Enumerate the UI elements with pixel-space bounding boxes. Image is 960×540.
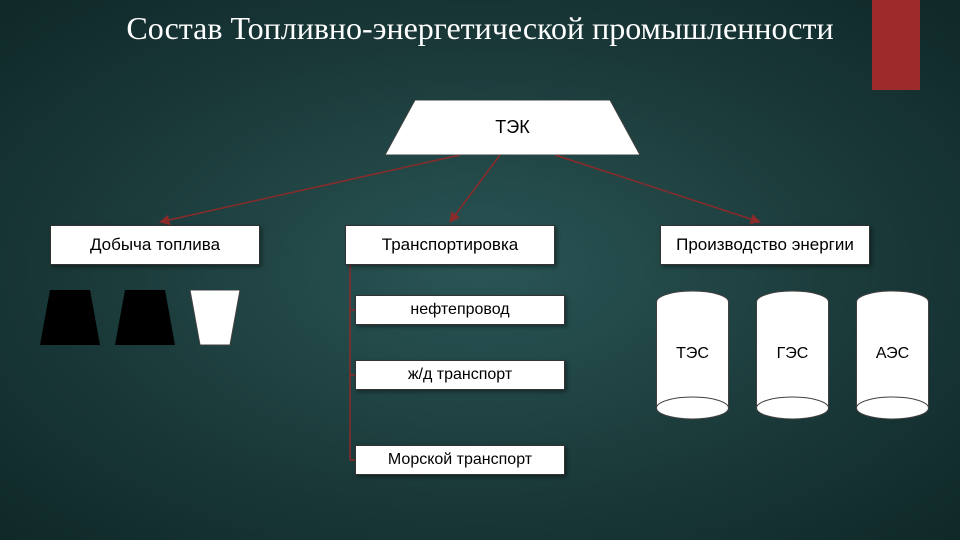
plant-ges: ГЭС [755,290,830,410]
node-energy-label: Производство энергии [676,235,854,255]
node-transport: Транспортировка [345,225,555,265]
sub-pipeline-label: нефтепровод [410,301,509,319]
root-label: ТЭК [495,117,529,138]
mining-shapes [40,290,270,355]
sub-rail: ж/д транспорт [355,360,565,390]
node-energy: Производство энергии [660,225,870,265]
root-node: ТЭК [385,100,640,155]
node-mining-label: Добыча топлива [90,235,220,255]
sub-pipeline: нефтепровод [355,295,565,325]
plant-tes-label: ТЭС [655,345,730,363]
sub-sea-label: Морской транспорт [388,451,532,469]
plant-aes: АЭС [855,290,930,410]
node-transport-label: Транспортировка [382,235,518,255]
plant-aes-label: АЭС [855,345,930,363]
node-mining: Добыча топлива [50,225,260,265]
plant-tes: ТЭС [655,290,730,410]
sub-sea: Морской транспорт [355,445,565,475]
slide-title: Состав Топливно-энергетической промышлен… [0,10,960,47]
plant-ges-label: ГЭС [755,345,830,363]
sub-rail-label: ж/д транспорт [408,366,512,384]
